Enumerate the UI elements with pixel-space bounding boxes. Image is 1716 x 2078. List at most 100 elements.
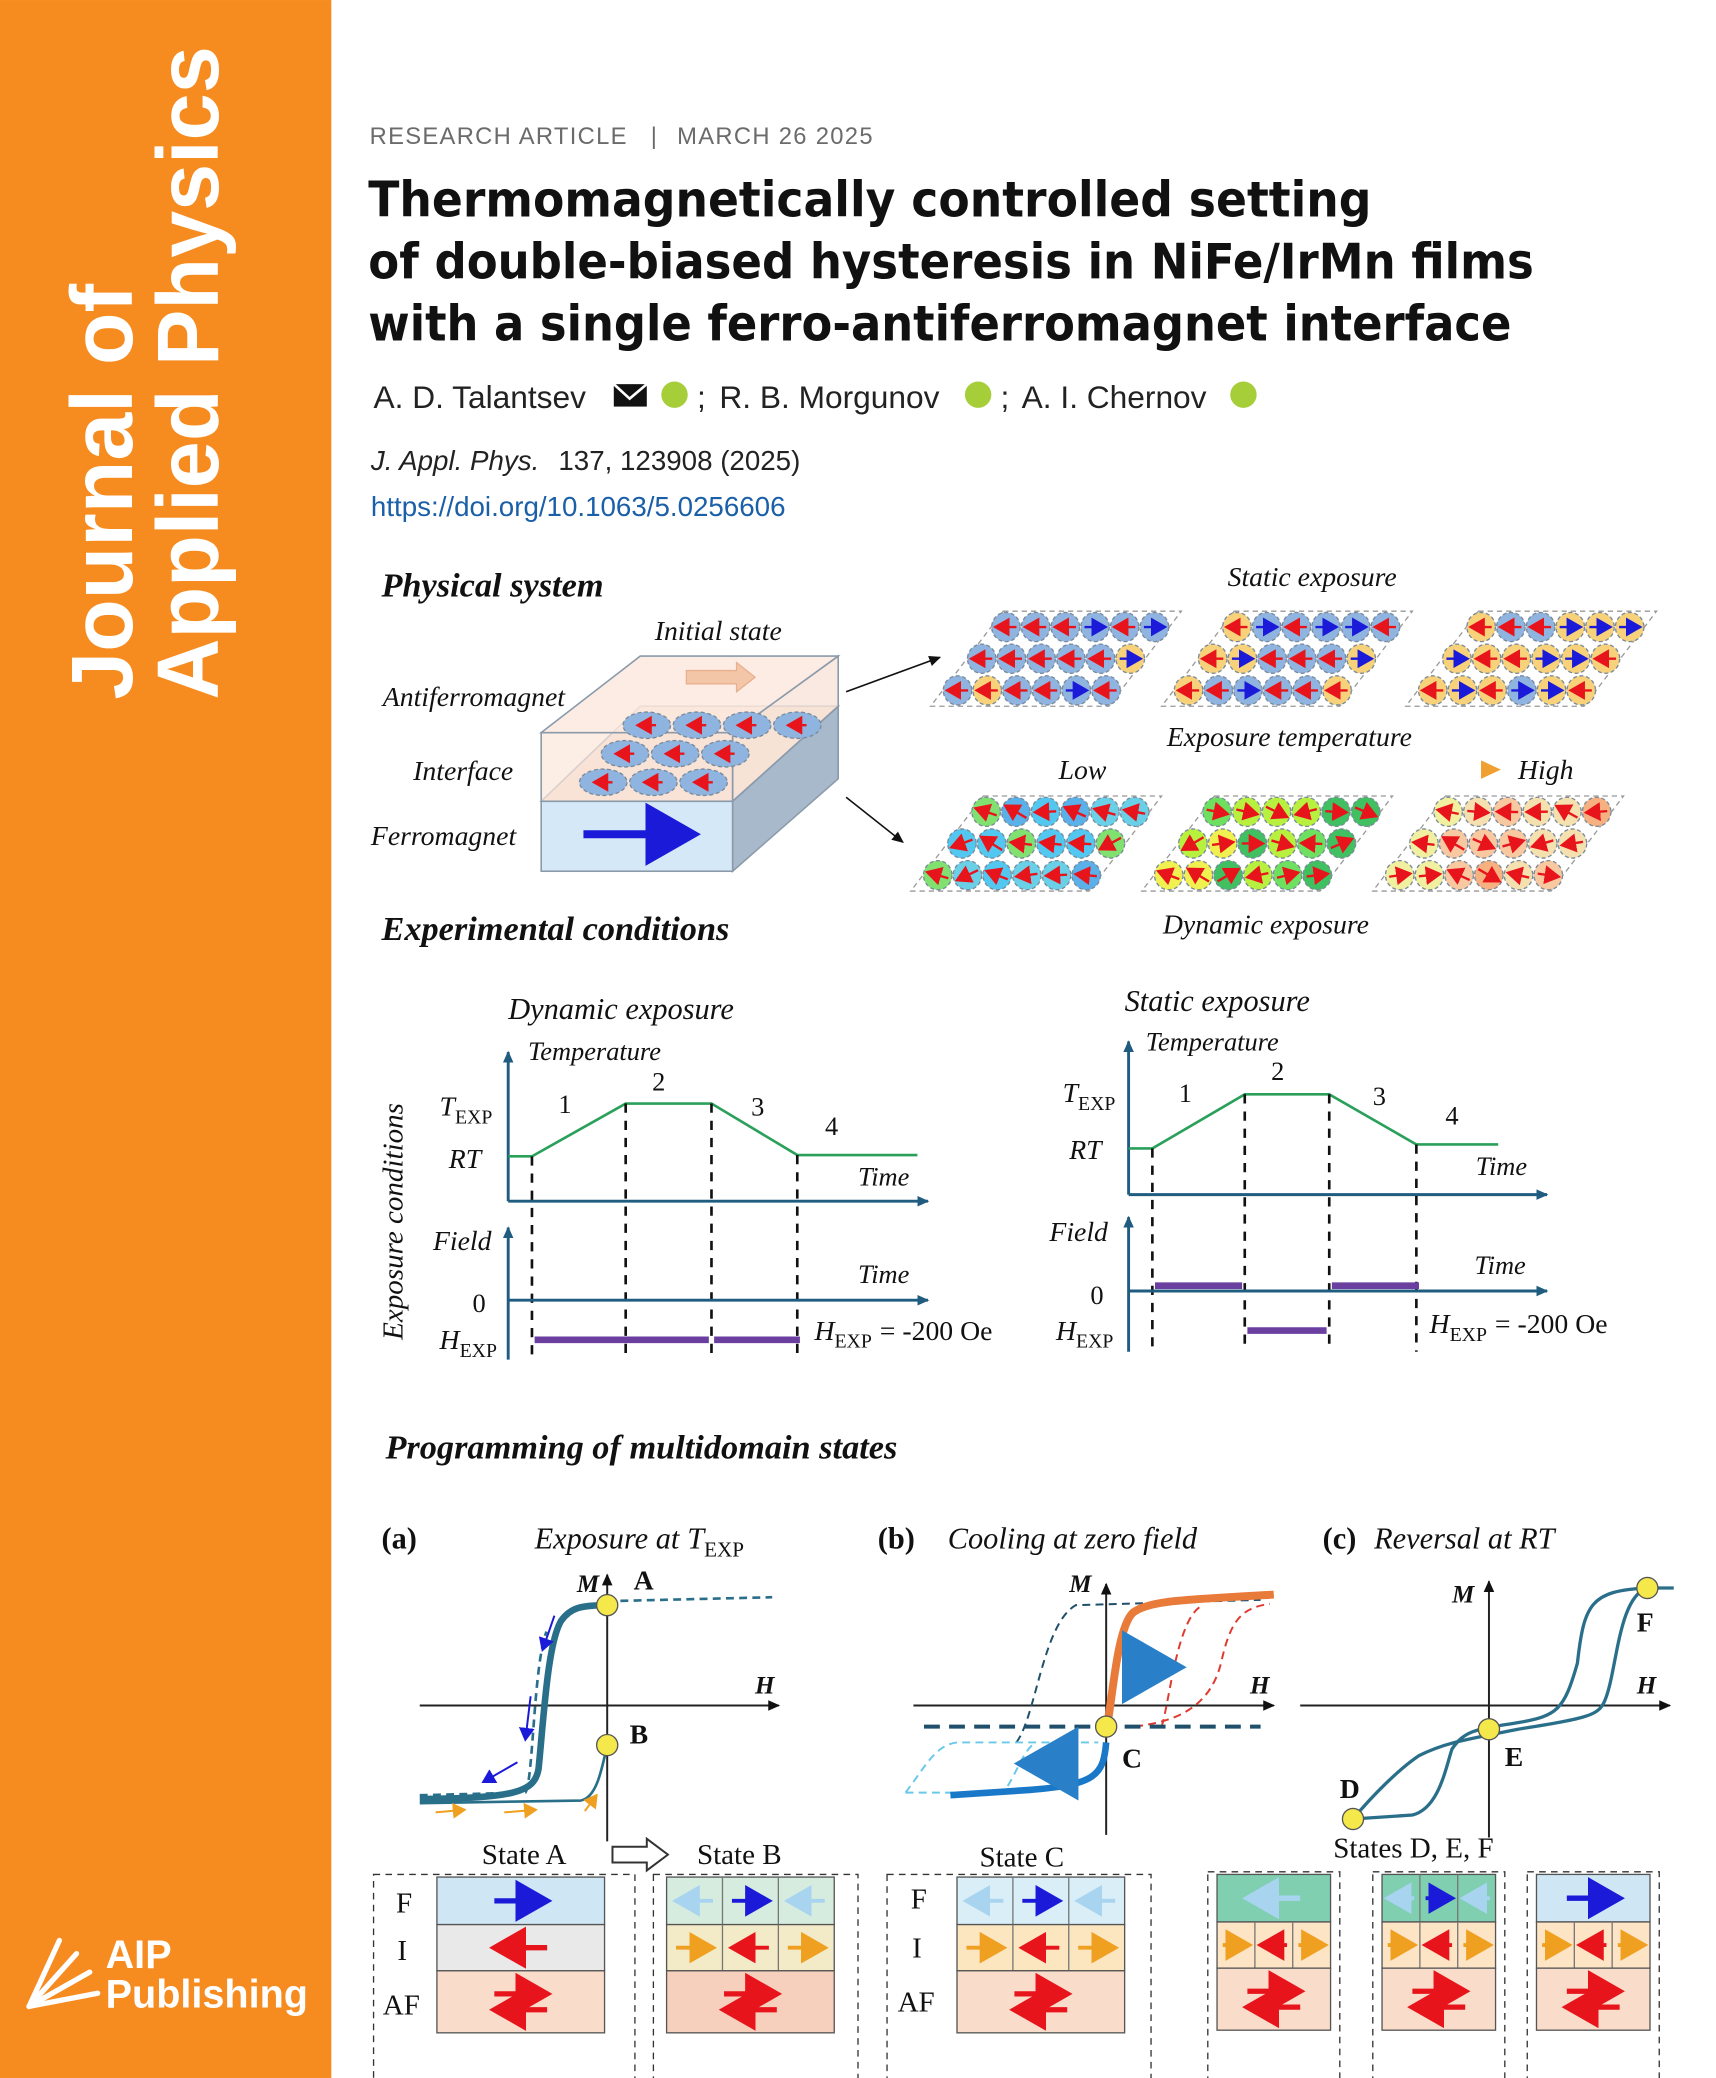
text-part: H [439,1324,462,1355]
point-label: D [1340,1773,1360,1804]
figure-stroke [518,1696,535,1742]
axis-label: RT [448,1143,484,1174]
spin-arrow [984,867,1009,886]
publisher-logo [26,1937,101,2010]
spin-arrow [1330,835,1355,854]
author-separator: ; [697,379,706,415]
temperature-profile [1128,1092,1499,1150]
layer [1535,1967,1651,2031]
text-part: T [440,1090,458,1121]
hysteresis-branch [1351,1586,1649,1821]
state-outline [1526,1871,1660,2078]
title-line: with a single ferro-antiferromagnet inte… [368,296,1511,353]
stage-number: 1 [558,1089,571,1119]
spin-arrow [1271,833,1295,852]
figure-shape [661,381,688,408]
point-label: A [634,1564,654,1595]
figure-stroke [1135,1602,1270,1728]
orcid-icon[interactable] [661,381,688,408]
author-separator: ; [1001,379,1010,415]
panel-b: (b) Cooling at zero field M H C [878,1521,1276,1835]
section-heading: Experimental conditions [380,910,729,948]
panel-title: Static exposure [1125,984,1310,1018]
spin-arrow [1435,803,1459,822]
spin-arrow [1293,801,1318,821]
state-point [1477,1718,1501,1741]
orcid-icon[interactable] [964,381,992,408]
text-part: Exposure at [534,1521,681,1555]
article-type: RESEARCH ARTICLE [370,123,628,150]
layer-label: F [396,1888,412,1920]
text-part: = -200 Oe [1495,1308,1608,1339]
publisher-name: Publishing [106,1973,308,2017]
layer-label: Interface [412,755,513,786]
figure-stroke [504,1802,538,1819]
axis-label: Time [858,1259,910,1289]
spin-arrow [1477,865,1502,883]
spin-arrow [1216,867,1241,885]
layer [1381,1967,1497,2031]
figure-stroke [538,1615,556,1652]
spin-arrow [1185,867,1210,885]
layer [956,1970,1126,2034]
label: Dynamic exposure [1162,908,1369,939]
state-label: States D, E, F [1333,1832,1493,1864]
panel-caption: Cooling at zero field [948,1521,1198,1555]
journal-name: Applied Physics [140,46,237,699]
spin-arrow [1038,834,1062,854]
state-point [1341,1807,1365,1831]
stage-number: 4 [1445,1101,1458,1131]
state-boxes [372,1871,1660,2078]
label: Exposure temperature [1166,721,1412,752]
spin-arrow [949,833,973,852]
text-part: EXP [1076,1331,1113,1353]
layer-label: I [397,1935,407,1967]
point-label: E [1505,1741,1523,1772]
stage-number: 2 [1271,1056,1284,1086]
spin-arrow [954,865,979,883]
author: R. B. Morgunov [719,379,939,415]
title-line: Thermomagnetically controlled setting [368,172,1371,229]
panel-tag: (a) [381,1521,416,1555]
spin-arrow [1529,833,1554,852]
axis-label: Time [1474,1250,1526,1280]
stage-number: 1 [1179,1078,1192,1108]
hysteresis-branch [419,1601,608,1803]
static-panel: Static exposure Temperature TEXP RT 1 2 … [1048,984,1607,1353]
figure-shape [1230,381,1257,408]
spin-arrow [1446,867,1471,885]
spin-arrow [1067,834,1092,854]
state-outline [372,1873,636,2078]
spin-arrow [1502,835,1526,854]
domain-panels [909,610,1658,892]
label: High [1517,754,1573,785]
text-part: EXP [704,1537,744,1561]
spin-arrow [1244,865,1269,884]
spin-arrow [979,835,1003,853]
sidebar [0,0,332,2078]
spin-arrow [1441,836,1465,853]
axis-label: TEXP [440,1090,493,1128]
point-label: C [1122,1743,1142,1774]
spin-arrow [1092,803,1116,822]
figure-stroke [26,1969,93,2010]
axis-label: H [1249,1673,1271,1700]
spin-arrow [1276,866,1301,886]
axis-label: TEXP [1063,1077,1116,1115]
text-part: H [813,1315,836,1346]
title-line: of double-biased hysteresis in NiFe/IrMn… [368,234,1534,291]
email-icon[interactable] [612,383,648,407]
axis-label: H [1636,1673,1658,1700]
state-point [595,1593,619,1617]
axis-label: Temperature [1146,1027,1279,1057]
spin-arrow [1032,802,1057,822]
orcid-icon[interactable] [1230,381,1257,408]
spin-arrow [1505,866,1530,886]
panel-tag: (b) [878,1521,915,1555]
spin-arrow [1097,834,1122,851]
axis-label: M [576,1571,600,1598]
doi-link[interactable]: https://doi.org/10.1063/5.0256606 [371,491,786,522]
citation-journal: J. Appl. Phys. [370,445,539,476]
